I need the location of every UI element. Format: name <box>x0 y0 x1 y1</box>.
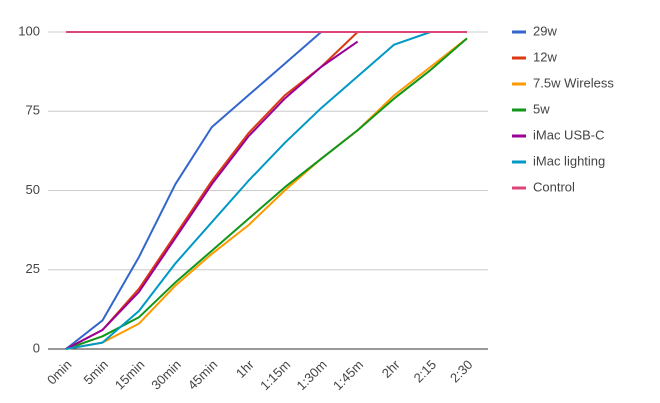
y-tick-label: 0 <box>33 340 40 355</box>
x-tick-label: 5min <box>80 357 111 388</box>
legend-label: 5w <box>533 101 550 116</box>
series-line <box>65 40 359 350</box>
series-line <box>65 37 468 350</box>
series-line <box>65 37 468 350</box>
x-tick-label: 1:30m <box>294 357 330 393</box>
x-tick-label: 2:30 <box>447 357 476 386</box>
y-tick-label: 100 <box>18 23 40 38</box>
x-tick-label: 15min <box>112 357 148 393</box>
legend-label: Control <box>533 179 575 194</box>
legend-label: 7.5w Wireless <box>533 75 614 90</box>
x-tick-label: 45min <box>185 357 221 393</box>
y-tick-label: 75 <box>26 103 40 118</box>
legend-label: 29w <box>533 23 557 38</box>
legend-label: 12w <box>533 49 557 64</box>
x-tick-label: 1hr <box>233 356 257 380</box>
series-line <box>65 31 322 350</box>
legend-label: iMac lighting <box>533 153 605 168</box>
x-tick-label: 2hr <box>379 356 403 380</box>
x-tick-label: 0min <box>44 357 75 388</box>
x-tick-label: 1:45m <box>330 357 366 393</box>
series-line <box>65 31 431 350</box>
x-tick-label: 30min <box>148 357 184 393</box>
x-tick-label: 1:15m <box>257 357 293 393</box>
y-tick-label: 50 <box>26 182 40 197</box>
x-tick-label: 2:15 <box>411 357 440 386</box>
legend-label: iMac USB-C <box>533 127 605 142</box>
y-tick-label: 25 <box>26 261 40 276</box>
